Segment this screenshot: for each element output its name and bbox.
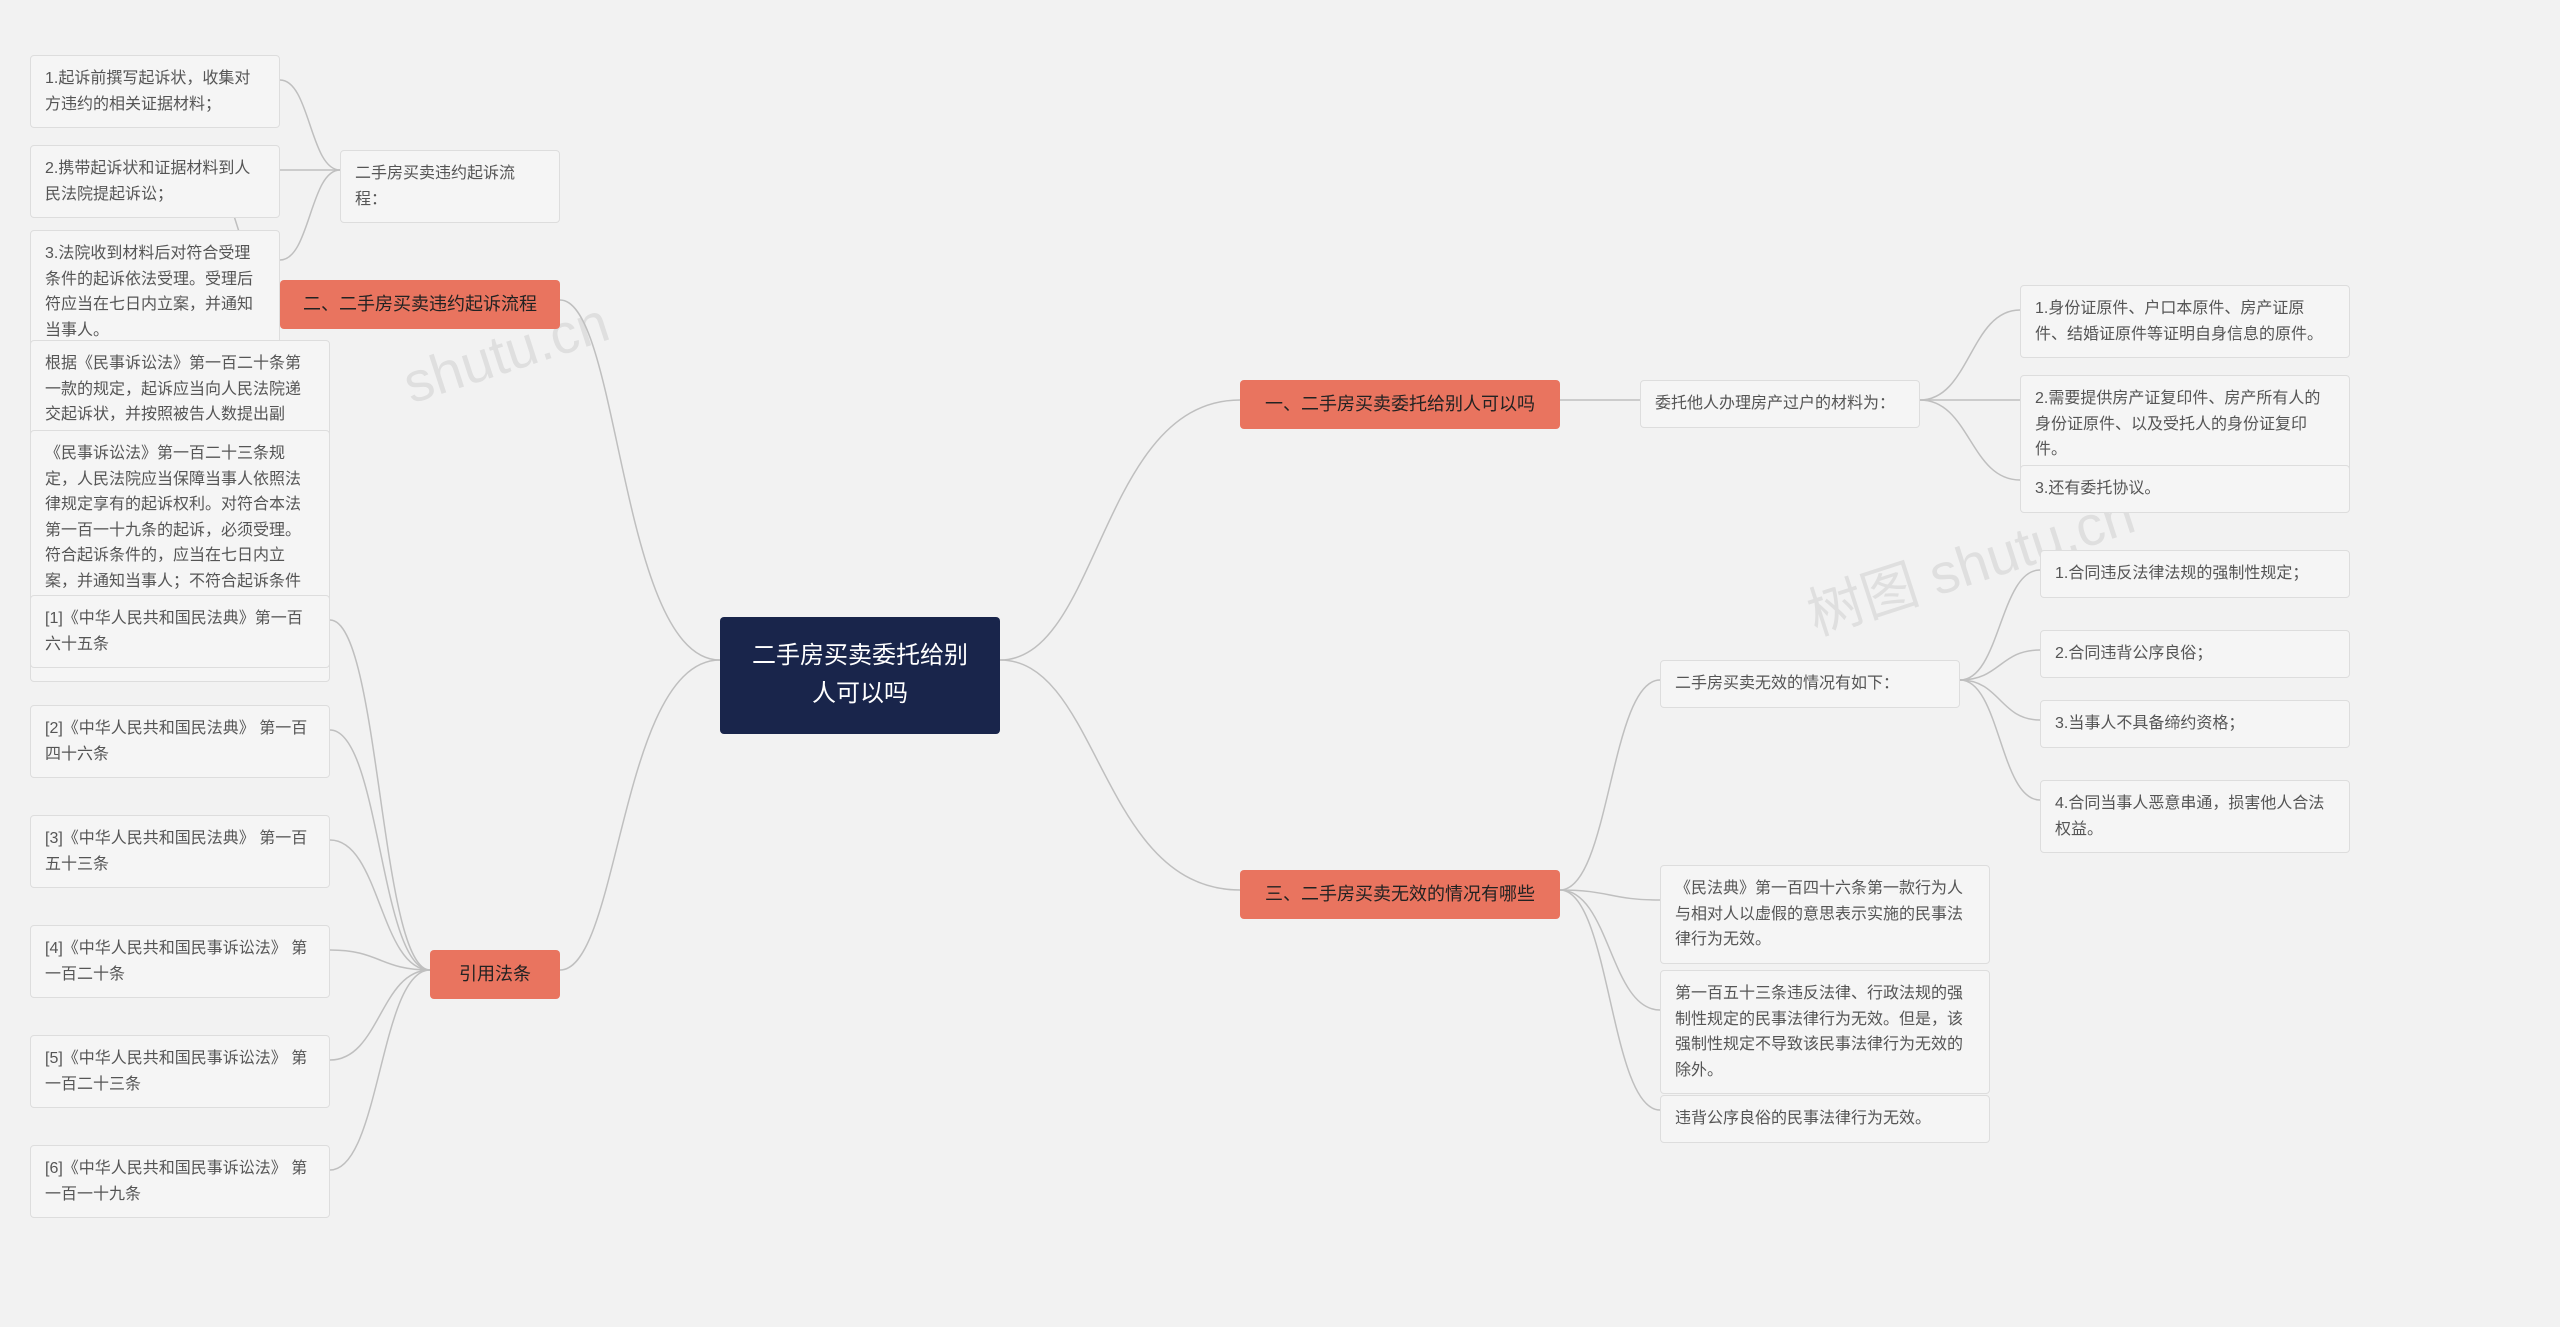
branch-lawsuit: 二、二手房买卖违约起诉流程: [280, 280, 560, 329]
leaf-law-153: 第一百五十三条违反法律、行政法规的强制性规定的民事法律行为无效。但是，该强制性规…: [1660, 970, 1990, 1094]
leaf-process-2: 2.携带起诉状和证据材料到人民法院提起诉讼；: [30, 145, 280, 218]
leaf-cite-5: [5]《中华人民共和国民事诉讼法》 第一百二十三条: [30, 1035, 330, 1108]
leaf-process-3: 3.法院收到材料后对符合受理条件的起诉依法受理。受理后符应当在七日内立案，并通知…: [30, 230, 280, 354]
leaf-material-1: 1.身份证原件、户口本原件、房产证原件、结婚证原件等证明自身信息的原件。: [2020, 285, 2350, 358]
leaf-invalid-3: 3.当事人不具备缔约资格；: [2040, 700, 2350, 748]
leaf-cite-3: [3]《中华人民共和国民法典》 第一百五十三条: [30, 815, 330, 888]
leaf-process-1: 1.起诉前撰写起诉状，收集对方违约的相关证据材料；: [30, 55, 280, 128]
leaf-cite-6: [6]《中华人民共和国民事诉讼法》 第一百一十九条: [30, 1145, 330, 1218]
leaf-cite-1: [1]《中华人民共和国民法典》第一百六十五条: [30, 595, 330, 668]
leaf-material-3: 3.还有委托协议。: [2020, 465, 2350, 513]
leaf-material-2: 2.需要提供房产证复印件、房产所有人的身份证原件、以及受托人的身份证复印件。: [2020, 375, 2350, 474]
leaf-invalid-2: 2.合同违背公序良俗；: [2040, 630, 2350, 678]
branch-invalid: 三、二手房买卖无效的情况有哪些: [1240, 870, 1560, 919]
root-node: 二手房买卖委托给别人可以吗: [720, 617, 1000, 734]
leaf-cite-2: [2]《中华人民共和国民法典》 第一百四十六条: [30, 705, 330, 778]
leaf-invalid-4: 4.合同当事人恶意串通，损害他人合法权益。: [2040, 780, 2350, 853]
leaf-invalid-1: 1.合同违反法律法规的强制性规定；: [2040, 550, 2350, 598]
leaf-law-146: 《民法典》第一百四十六条第一款行为人与相对人以虚假的意思表示实施的民事法律行为无…: [1660, 865, 1990, 964]
leaf-process: 二手房买卖违约起诉流程：: [340, 150, 560, 223]
leaf-law-moral: 违背公序良俗的民事法律行为无效。: [1660, 1095, 1990, 1143]
leaf-materials: 委托他人办理房产过户的材料为：: [1640, 380, 1920, 428]
branch-citations: 引用法条: [430, 950, 560, 999]
leaf-invalid-list: 二手房买卖无效的情况有如下：: [1660, 660, 1960, 708]
branch-entrust: 一、二手房买卖委托给别人可以吗: [1240, 380, 1560, 429]
leaf-cite-4: [4]《中华人民共和国民事诉讼法》 第一百二十条: [30, 925, 330, 998]
